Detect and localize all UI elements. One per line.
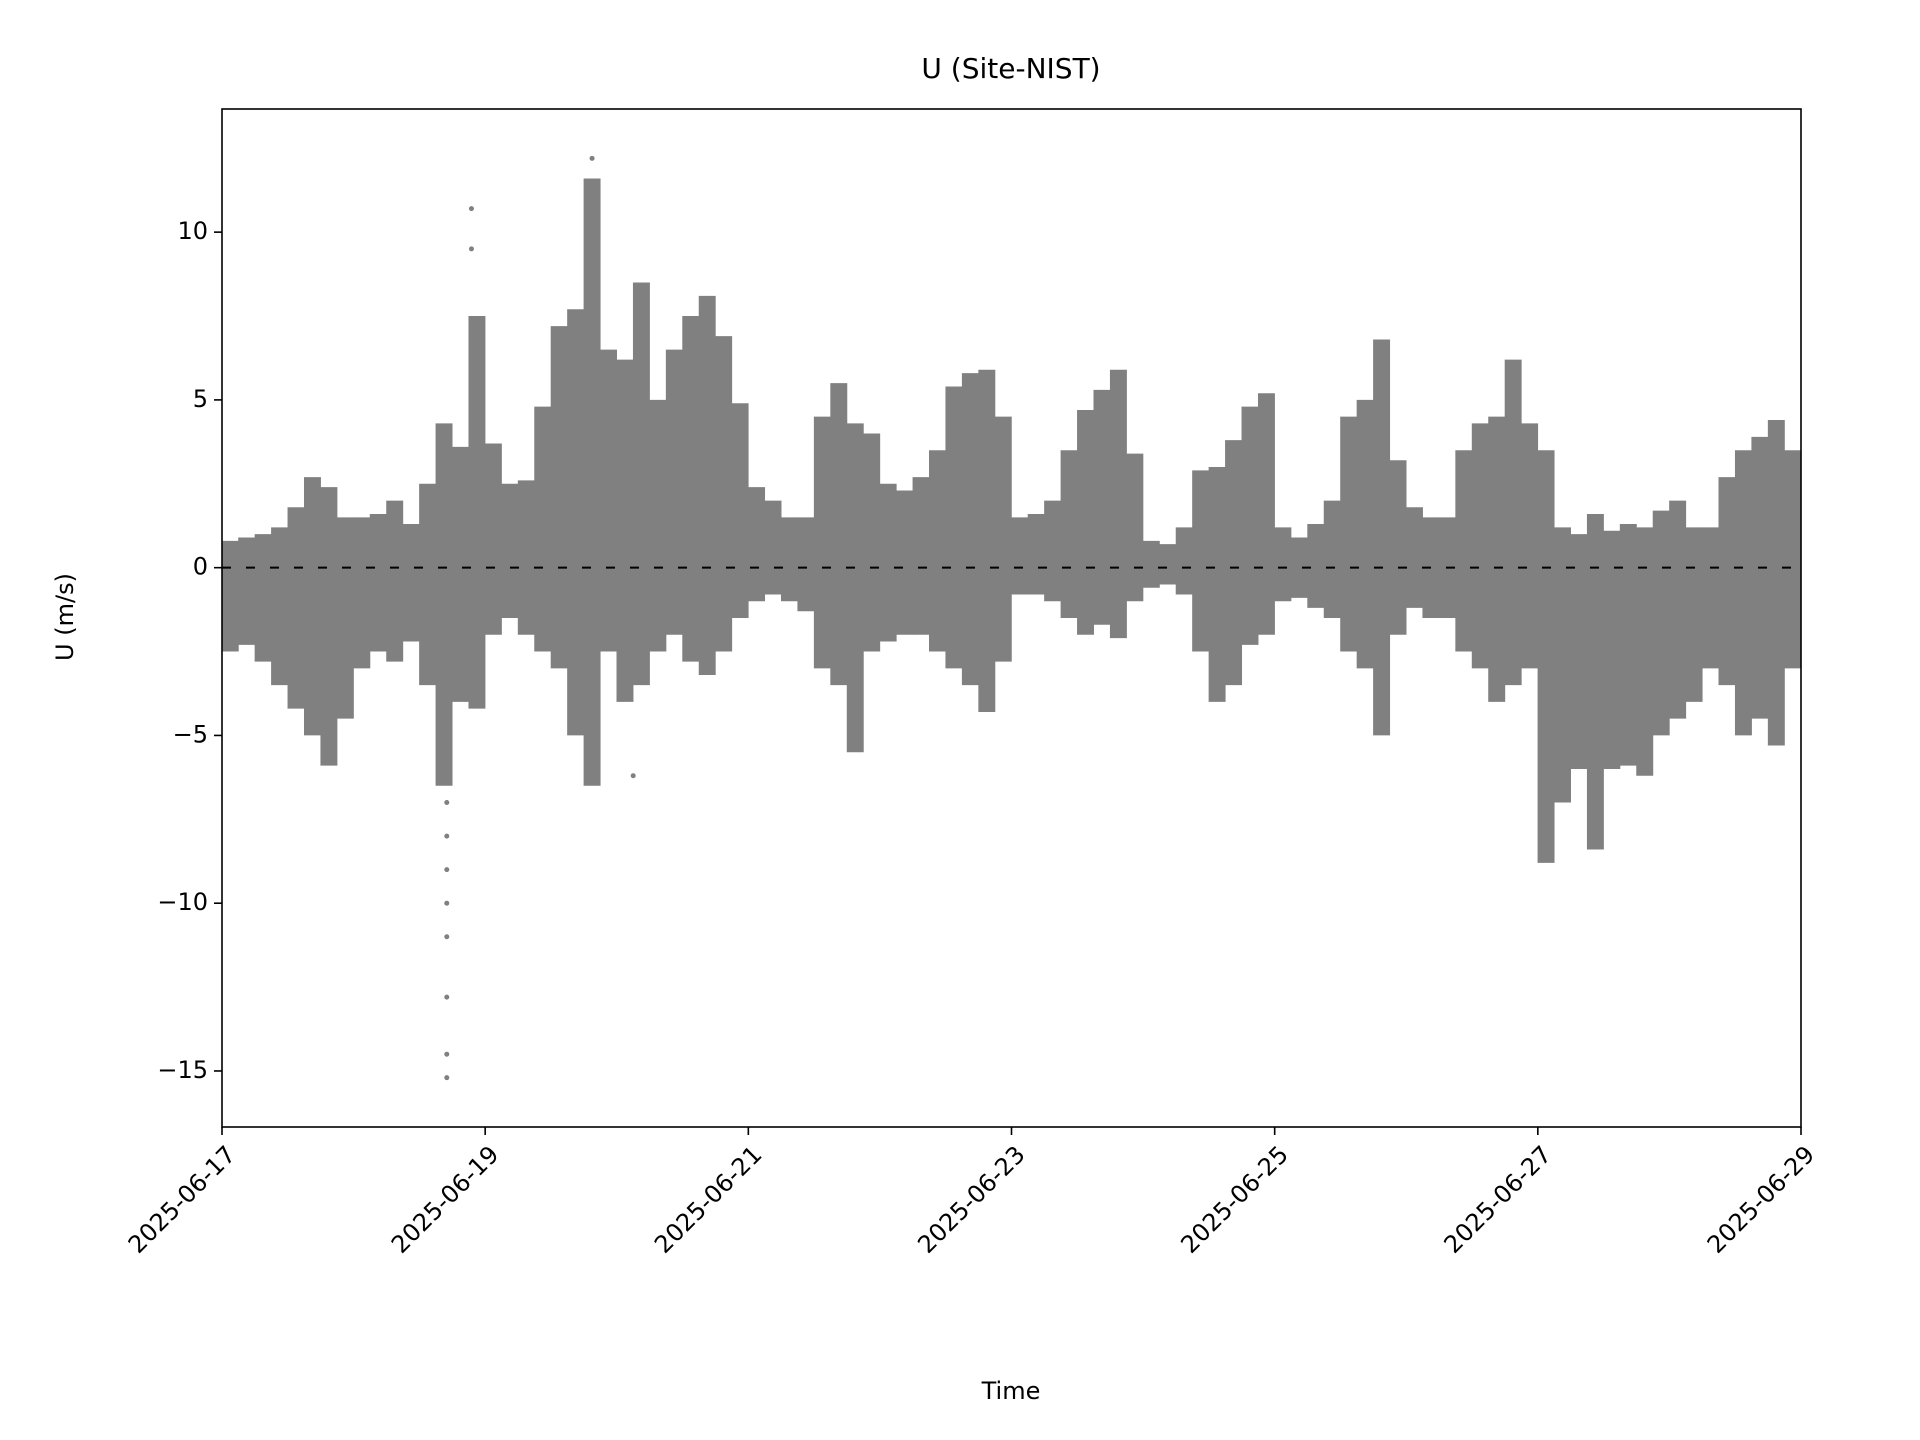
- outlier-point: [444, 833, 450, 839]
- outlier-point: [468, 246, 474, 252]
- outlier-point: [444, 800, 450, 806]
- outlier-point: [444, 1051, 450, 1057]
- outlier-point: [444, 900, 450, 906]
- outlier-point: [444, 994, 450, 1000]
- y-tick-label: −10: [157, 888, 208, 916]
- outlier-point: [444, 934, 450, 940]
- data-layer: [221, 155, 1802, 1081]
- y-tick-label: 0: [193, 553, 208, 581]
- outlier-point: [630, 773, 636, 779]
- outlier-point: [589, 155, 595, 161]
- x-axis-label: Time: [981, 1377, 1041, 1405]
- y-tick-label: −5: [173, 720, 208, 748]
- y-tick-label: −15: [157, 1056, 208, 1084]
- outlier-point: [468, 206, 474, 212]
- y-tick-label: 10: [177, 217, 208, 245]
- outlier-point: [444, 1075, 450, 1081]
- y-axis-label: U (m/s): [51, 573, 79, 661]
- chart-title: U (Site-NIST): [921, 52, 1100, 85]
- outlier-point: [444, 867, 450, 873]
- y-tick-label: 5: [193, 385, 208, 413]
